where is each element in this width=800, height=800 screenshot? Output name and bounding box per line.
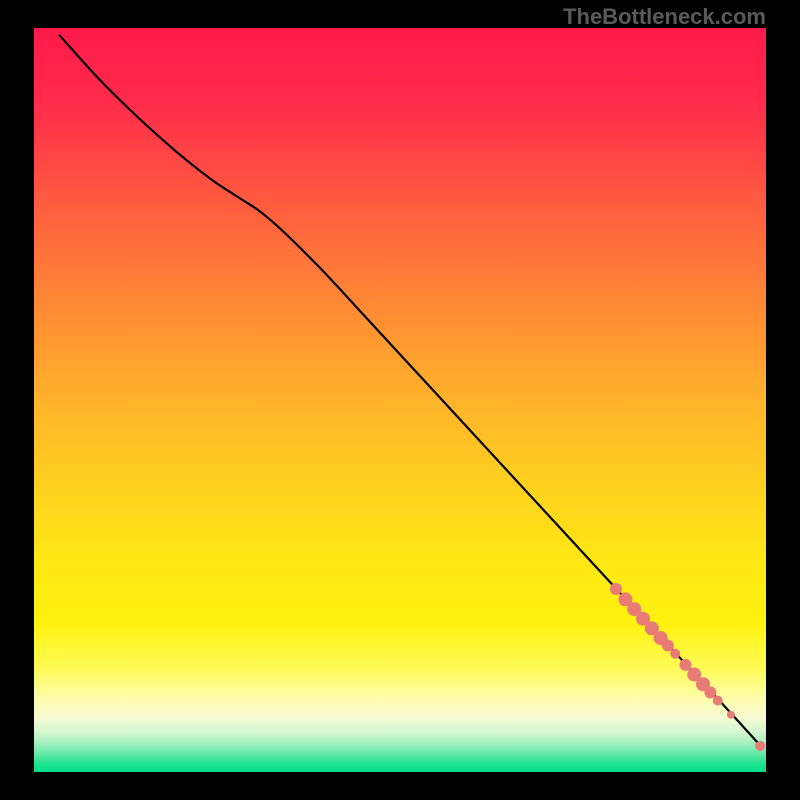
chart-overlay <box>34 28 766 772</box>
watermark-text: TheBottleneck.com <box>563 4 766 30</box>
data-point <box>713 696 723 706</box>
data-point <box>704 686 716 698</box>
data-point <box>662 640 674 652</box>
plot-area <box>34 28 766 772</box>
data-point <box>610 583 622 595</box>
data-point <box>727 711 735 719</box>
data-point <box>755 741 765 751</box>
data-point <box>670 649 680 659</box>
data-point <box>679 659 691 671</box>
